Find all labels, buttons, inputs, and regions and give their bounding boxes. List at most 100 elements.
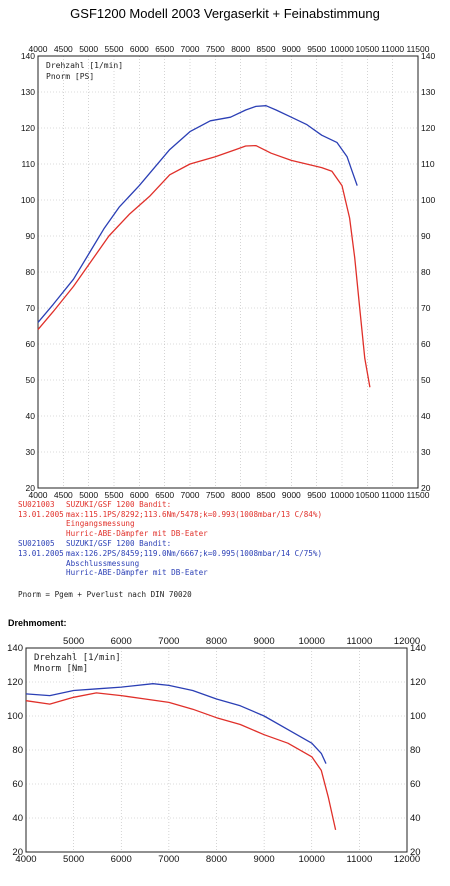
power-y-tick-label-left: 80 <box>26 267 36 277</box>
power-y-tick-label-right: 90 <box>421 231 431 241</box>
torque-y-tick-label-right: 140 <box>410 643 426 654</box>
power-y-tick-label-right: 80 <box>421 267 431 277</box>
chart-title: GSF1200 Modell 2003 Vergaserkit + Feinab… <box>70 6 380 21</box>
legend-entry-2-line: Abschlussmessung <box>66 558 140 568</box>
power-y-tick-label-left: 110 <box>21 159 35 169</box>
power-x-tick-label-top: 4000 <box>29 44 48 54</box>
legend-entry-1-line: SUZUKI/GSF 1200 Bandit: <box>66 500 172 509</box>
power-y-tick-label-left: 120 <box>21 123 35 133</box>
power-x-tick-label-top: 9500 <box>307 44 326 54</box>
power-y-tick-label-left: 20 <box>26 483 36 493</box>
formula-note: Pnorm = Pgem + Pverlust nach DIN 70020 <box>18 590 192 599</box>
torque-y-tick-label-left: 100 <box>7 711 23 722</box>
power-y-tick-label-left: 90 <box>26 231 36 241</box>
power-x-tick-label-bottom: 6000 <box>130 490 149 500</box>
power-x-tick-label-bottom: 4000 <box>29 490 48 500</box>
power-y-tick-label-right: 110 <box>421 159 435 169</box>
torque-x-tick-label-bottom: 12000 <box>394 854 420 865</box>
power-series-line-2 <box>37 144 371 388</box>
legend-entry-1-line: Eingangsmessung <box>66 519 135 529</box>
torque-x-tick-label-top: 10000 <box>299 636 325 647</box>
torque-series-line-1 <box>25 683 327 764</box>
torque-y-tick-label-left: 120 <box>7 677 23 688</box>
legend: SU021003 13.01.2005 SUZUKI/GSF 1200 Band… <box>18 500 322 578</box>
power-y-tick-label-left: 70 <box>26 303 36 313</box>
torque-x-tick-label-top: 9000 <box>254 636 275 647</box>
torque-x-tick-label-bottom: 8000 <box>206 854 227 865</box>
torque-y-tick-label-right: 20 <box>410 847 421 858</box>
torque-y-tick-label-right: 120 <box>410 677 426 688</box>
power-y-tick-label-left: 50 <box>26 375 36 385</box>
power-x-tick-label-bottom: 9500 <box>307 490 326 500</box>
legend-entry-2-line: max:126.2PS/8459;119.0Nm/6667;k=0.995(10… <box>66 548 323 558</box>
legend-entry-2-line: Hurric-ABE-Dämpfer mit DB-Eater <box>66 568 208 578</box>
power-y-tick-label-right: 100 <box>421 195 435 205</box>
torque-x-tick-label-bottom: 9000 <box>254 854 275 865</box>
power-x-tick-label-bottom: 11500 <box>406 490 429 500</box>
power-x-tick-label-bottom: 11000 <box>381 490 404 500</box>
power-x-tick-label-top: 10500 <box>356 44 380 54</box>
torque-y-tick-label-left: 40 <box>12 813 23 824</box>
power-y-tick-label-left: 100 <box>21 195 35 205</box>
power-x-tick-label-top: 6000 <box>130 44 149 54</box>
torque-y-tick-label-right: 100 <box>410 711 426 722</box>
torque-plot-frame <box>25 647 408 853</box>
legend-entry-1-line: max:115.1PS/8292;113.6Nm/5478;k=0.993(10… <box>66 509 323 519</box>
legend-entry-2-line: SUZUKI/GSF 1200 Bandit: <box>66 539 172 549</box>
torque-x-tick-label-bottom: 4000 <box>15 854 36 865</box>
torque-x-tick-label-bottom: 5000 <box>63 854 84 865</box>
power-x-tick-label-bottom: 9000 <box>282 490 301 500</box>
power-x-tick-label-top: 4500 <box>54 44 73 54</box>
power-series-line-1 <box>37 105 358 323</box>
power-x-tick-label-top: 8000 <box>231 44 250 54</box>
power-y-tick-label-right: 40 <box>421 411 431 421</box>
power-x-tick-label-bottom: 8500 <box>257 490 276 500</box>
torque-x-tick-label-top: 8000 <box>206 636 227 647</box>
power-x-tick-label-bottom: 10500 <box>356 490 380 500</box>
power-y-tick-label-right: 70 <box>421 303 431 313</box>
power-y-tick-label-right: 60 <box>421 339 431 349</box>
power-x-tick-label-top: 10000 <box>330 44 354 54</box>
legend-entry-1-line: Hurric-ABE-Dämpfer mit DB-Eater <box>66 528 208 538</box>
power-y-tick-label-right: 140 <box>421 51 435 61</box>
power-x-tick-label-bottom: 4500 <box>54 490 73 500</box>
torque-series-line-2 <box>25 692 337 831</box>
power-y-tick-label-right: 120 <box>421 123 435 133</box>
power-plot-frame <box>37 55 419 489</box>
power-y-tick-label-left: 140 <box>21 51 35 61</box>
torque-panel-label: Drehzahl [1/min] <box>34 653 121 663</box>
torque-x-tick-label-bottom: 10000 <box>299 854 325 865</box>
torque-y-tick-label-right: 80 <box>410 745 421 756</box>
legend-entry-1-id: SU021003 <box>18 500 55 509</box>
power-x-tick-label-bottom: 5000 <box>79 490 98 500</box>
power-x-tick-label-bottom: 5500 <box>105 490 124 500</box>
power-y-tick-label-right: 50 <box>421 375 431 385</box>
power-x-tick-label-bottom: 7500 <box>206 490 225 500</box>
power-y-tick-label-right: 130 <box>421 87 435 97</box>
torque-panel-label: Mnorm [Nm] <box>34 664 88 674</box>
torque-y-tick-label-right: 60 <box>410 779 421 790</box>
power-y-tick-label-right: 20 <box>421 483 431 493</box>
torque-y-tick-label-left: 140 <box>7 643 23 654</box>
power-x-tick-label-top: 7000 <box>181 44 200 54</box>
torque-x-tick-label-bottom: 11000 <box>347 854 373 865</box>
torque-chart: 20 20 40 40 60 60 80 80 100 100 120 120 140 140 5000 60… <box>7 636 426 865</box>
power-x-tick-label-top: 8500 <box>257 44 276 54</box>
power-x-tick-label-bottom: 10000 <box>330 490 354 500</box>
legend-entry-2-date: 13.01.2005 <box>18 548 64 558</box>
power-x-tick-label-top: 6500 <box>155 44 174 54</box>
torque-y-tick-label-left: 20 <box>12 847 23 858</box>
power-panel-label: Drehzahl [1/min] <box>46 61 123 70</box>
power-x-tick-label-top: 7500 <box>206 44 225 54</box>
power-y-tick-label-left: 60 <box>26 339 36 349</box>
power-x-tick-label-top: 11500 <box>406 44 429 54</box>
power-x-tick-label-top: 11000 <box>381 44 404 54</box>
legend-entry-2: SU021005 13.01.2005 SUZUKI/GSF 1200 Band… <box>18 539 322 577</box>
power-panel-label: Pnorm [PS] <box>46 72 94 81</box>
torque-y-tick-label-right: 40 <box>410 813 421 824</box>
torque-y-tick-label-left: 80 <box>12 745 23 756</box>
power-x-tick-label-bottom: 6500 <box>155 490 174 500</box>
power-y-tick-label-left: 30 <box>26 447 36 457</box>
torque-x-tick-label-top: 7000 <box>158 636 179 647</box>
power-x-tick-label-bottom: 7000 <box>181 490 200 500</box>
